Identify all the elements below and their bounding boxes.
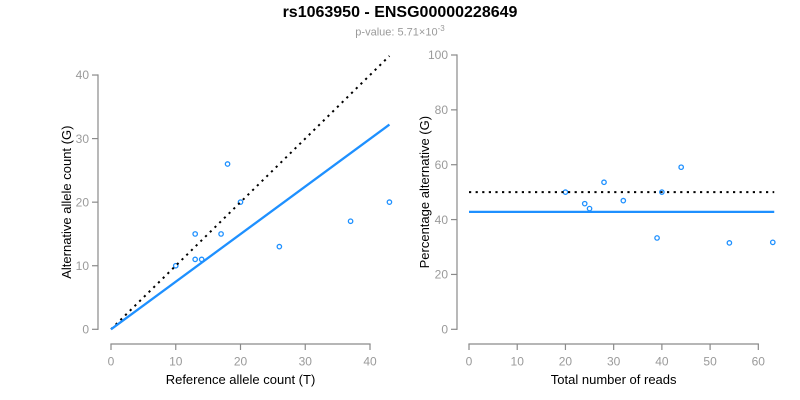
- x-axis-title: Total number of reads: [551, 372, 677, 387]
- data-point: [654, 235, 660, 241]
- y-tick-label: 0: [82, 323, 89, 337]
- x-tick-label: 10: [169, 355, 183, 369]
- x-tick-label: 0: [466, 355, 473, 369]
- data-point: [620, 197, 627, 204]
- x-tick-label: 60: [752, 355, 766, 369]
- x-tick-label: 30: [299, 355, 313, 369]
- y-tick-label: 80: [435, 103, 449, 117]
- y-tick-label: 20: [435, 268, 449, 282]
- data-point: [386, 199, 393, 206]
- identity-line: [110, 55, 391, 331]
- y-tick-label: 40: [76, 68, 90, 82]
- x-tick-label: 40: [655, 355, 669, 369]
- data-point: [224, 161, 231, 167]
- page-title: rs1063950 - ENSG00000228649: [282, 4, 518, 21]
- x-tick-label: 20: [234, 355, 248, 369]
- y-axis-title: Alternative allele count (G): [59, 126, 74, 279]
- data-point: [726, 240, 733, 246]
- pvalue-exponent: -3: [437, 24, 445, 33]
- panel-left: 0 10 20 30 40 0 10 20 30 40 Reference allele count…: [59, 55, 393, 387]
- pvalue-text: p-value: 5.71×10: [355, 26, 438, 39]
- data-point: [172, 262, 179, 269]
- y-tick-label: 100: [428, 48, 448, 62]
- y-tick-label: 20: [76, 195, 90, 209]
- x-tick-label: 20: [559, 355, 573, 369]
- data-point: [659, 189, 665, 195]
- y-axis-title: Percentage alternative (G): [417, 116, 432, 268]
- data-point: [678, 164, 685, 171]
- x-tick-label: 30: [607, 355, 621, 369]
- data-point: [581, 200, 588, 207]
- data-point: [769, 239, 776, 246]
- y-tick-label: 30: [76, 132, 90, 146]
- pvalue-subtitle: p-value: 5.71×10-3: [0, 24, 800, 39]
- x-tick-label: 10: [511, 355, 525, 369]
- data-point: [601, 179, 607, 186]
- y-tick-label: 40: [435, 213, 449, 227]
- data-point: [218, 231, 224, 237]
- y-tick-label: 10: [76, 259, 90, 273]
- fit-line: [110, 123, 391, 331]
- y-tick-label: 60: [435, 158, 449, 172]
- data-point: [586, 205, 593, 212]
- data-point: [192, 231, 199, 237]
- data-point: [347, 218, 354, 225]
- y-tick-label: 0: [441, 323, 448, 337]
- x-tick-label: 0: [108, 355, 115, 369]
- data-point: [276, 243, 283, 250]
- x-axis-title: Reference allele count (T): [166, 372, 316, 387]
- x-tick-label: 40: [363, 355, 377, 369]
- panel-right: 0 10 20 30 40 50 60 0 20 40 60 80 100 Total number of…: [417, 48, 776, 387]
- data-point: [192, 256, 199, 263]
- data-point: [562, 189, 569, 195]
- x-tick-label: 50: [703, 355, 717, 369]
- data-point: [237, 199, 244, 206]
